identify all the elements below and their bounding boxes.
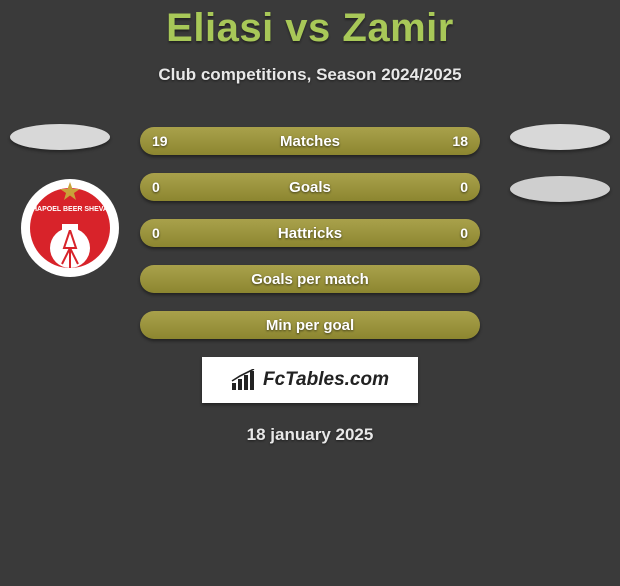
stat-label: Goals per match — [251, 271, 369, 288]
club-left-badge: HAPOEL BEER SHEVA — [20, 178, 120, 278]
club-right-ellipse — [510, 176, 610, 202]
player-left-ellipse — [10, 124, 110, 150]
subtitle: Club competitions, Season 2024/2025 — [0, 65, 620, 85]
chart-icon — [231, 369, 257, 391]
stat-right-value: 18 — [452, 133, 468, 149]
player-right-ellipse — [510, 124, 610, 150]
date: 18 january 2025 — [0, 425, 620, 445]
brand-box[interactable]: FcTables.com — [202, 357, 418, 403]
stat-row-goals-per-match: Goals per match — [140, 265, 480, 293]
stat-row-goals: 0 Goals 0 — [140, 173, 480, 201]
brand-text: FcTables.com — [263, 369, 389, 391]
stat-row-hattricks: 0 Hattricks 0 — [140, 219, 480, 247]
stat-left-value: 0 — [152, 179, 160, 195]
stat-label: Hattricks — [278, 225, 342, 242]
stat-row-matches: 19 Matches 18 — [140, 127, 480, 155]
stat-right-value: 0 — [460, 179, 468, 195]
stat-left-value: 0 — [152, 225, 160, 241]
svg-text:HAPOEL BEER SHEVA: HAPOEL BEER SHEVA — [32, 206, 108, 213]
stat-right-value: 0 — [460, 225, 468, 241]
stat-row-min-per-goal: Min per goal — [140, 311, 480, 339]
stat-label: Matches — [280, 133, 340, 150]
stat-label: Min per goal — [266, 317, 354, 334]
stat-label: Goals — [289, 179, 331, 196]
stat-left-value: 19 — [152, 133, 168, 149]
page-title: Eliasi vs Zamir — [0, 6, 620, 51]
